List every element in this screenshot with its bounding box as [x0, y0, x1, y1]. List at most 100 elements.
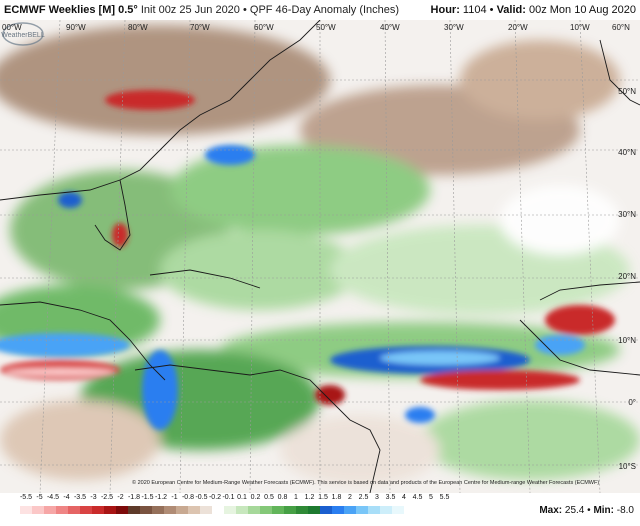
- legend-tick-label: 1: [294, 494, 298, 501]
- legend-tick-label: -0.5: [195, 494, 208, 501]
- lon-label: 60°W: [254, 23, 274, 32]
- lat-label: 50°N: [618, 87, 636, 96]
- lat-label: 10°S: [618, 462, 636, 471]
- lon-label: 10°W: [570, 23, 590, 32]
- lon-label: 30°W: [444, 23, 464, 32]
- legend-tick-label: -1.5: [141, 494, 154, 501]
- lon-label: 80°W: [128, 23, 148, 32]
- weatherbell-logo: WeatherBELL: [1, 22, 45, 46]
- legend-swatch: [140, 506, 152, 514]
- legend-swatch: [260, 506, 272, 514]
- legend-tick-label: 4: [402, 494, 406, 501]
- legend-swatch: [176, 506, 188, 514]
- valid-time: Hour: 1104 • Valid: 00z Mon 10 Aug 2020: [430, 4, 636, 16]
- legend-tick-label: 2.5: [358, 494, 369, 501]
- legend-tick-label: -4.5: [46, 494, 60, 501]
- max-min-readout: Max: 25.4 • Min: -8.0: [539, 505, 634, 516]
- legend-swatch: [56, 506, 68, 514]
- legend-swatch: [116, 506, 128, 514]
- legend-swatch: [212, 506, 224, 514]
- legend-tick-label: 0.2: [250, 494, 261, 501]
- legend-tick-label: -1: [171, 494, 178, 501]
- legend-swatch: [236, 506, 248, 514]
- copyright-notice: © 2020 European Centre for Medium-Range …: [132, 480, 600, 486]
- precip-anomaly-map[interactable]: WeatherBELL: [0, 20, 640, 493]
- legend-tick-label: -3: [90, 494, 97, 501]
- legend-tick-label: -5.5: [19, 494, 33, 501]
- legend-tick-label: 0.5: [264, 494, 274, 501]
- lon-label: 20°W: [508, 23, 528, 32]
- legend-tick-label: 4.5: [412, 494, 423, 501]
- legend-swatch: [32, 506, 44, 514]
- legend-swatch: [152, 506, 164, 514]
- legend-tick-label: 2: [348, 494, 352, 501]
- logo-text: WeatherBELL: [1, 32, 45, 39]
- lon-label: 40°W: [380, 23, 400, 32]
- legend-swatch: [368, 506, 380, 514]
- legend-swatch: [380, 506, 392, 514]
- init-subtitle: Init 00z 25 Jun 2020 • QPF 46-Day Anomal…: [140, 4, 400, 16]
- lon-label: 60°N: [612, 23, 630, 32]
- legend-swatch: [128, 506, 140, 514]
- hour-label: Hour:: [430, 4, 460, 16]
- min-label: Min:: [593, 505, 614, 516]
- legend-swatch: [104, 506, 116, 514]
- legend-tick-label: -0.2: [208, 494, 222, 501]
- legend-tick-label: -0.1: [222, 494, 235, 501]
- lat-label: 10°N: [618, 336, 636, 345]
- legend-tick-label: -3.5: [73, 494, 87, 501]
- title: ECMWF Weeklies [M] 0.5° Init 00z 25 Jun …: [4, 4, 399, 16]
- graticule: [0, 20, 640, 493]
- legend-tick-label: 1.2: [304, 494, 315, 501]
- model-name: ECMWF Weeklies [M] 0.5°: [4, 4, 138, 16]
- legend-swatch: [92, 506, 104, 514]
- legend-swatch: [284, 506, 296, 514]
- legend-swatch: [80, 506, 92, 514]
- legend-tick-label: -0.8: [181, 494, 195, 501]
- max-label: Max:: [539, 505, 563, 516]
- legend-swatch: [248, 506, 260, 514]
- color-bar: [20, 506, 404, 514]
- legend-swatch: [332, 506, 344, 514]
- hour-value: 1104: [462, 4, 487, 16]
- legend-tick-label: 5: [429, 494, 433, 501]
- lon-label: 00°W: [2, 23, 22, 32]
- legend-tick-label: 1.5: [318, 494, 328, 501]
- legend-swatch: [356, 506, 368, 514]
- max-value: 25.4: [564, 505, 585, 516]
- legend-tick-label: 5.5: [439, 494, 450, 501]
- legend-swatch: [68, 506, 80, 514]
- lat-label: 40°N: [618, 148, 636, 157]
- legend-swatch: [344, 506, 356, 514]
- lat-label: 30°N: [618, 210, 636, 219]
- legend-swatch: [392, 506, 404, 514]
- legend-tick-label: 0.8: [277, 494, 288, 501]
- legend-swatch: [20, 506, 32, 514]
- legend-swatch: [320, 506, 332, 514]
- legend-tick-label: -1.8: [127, 494, 141, 501]
- legend-tick-label: -2: [117, 494, 124, 501]
- legend-tick-label: -5: [36, 494, 43, 501]
- legend-tick-label: 0.1: [237, 494, 247, 501]
- legend-tick-label: 3: [375, 494, 379, 501]
- valid-label: Valid:: [496, 4, 526, 16]
- legend-swatch: [272, 506, 284, 514]
- lon-label: 90°W: [66, 23, 86, 32]
- lon-label: 70°W: [190, 23, 210, 32]
- legend-swatch: [188, 506, 200, 514]
- legend-swatch: [308, 506, 320, 514]
- legend-swatch: [296, 506, 308, 514]
- legend-tick-label: 1.8: [331, 494, 342, 501]
- legend-swatch: [224, 506, 236, 514]
- lat-label: 20°N: [618, 272, 636, 281]
- lon-label: 50°W: [316, 23, 336, 32]
- legend-tick-label: 3.5: [385, 494, 396, 501]
- legend-swatch: [200, 506, 212, 514]
- legend-swatch: [44, 506, 56, 514]
- color-legend: -5.5 -5 -4.5 -4 -3.5 -3 -2.5 -2 -1.8 -1.5 -1.2 -1 -0…: [0, 493, 640, 526]
- coastlines: [0, 20, 640, 493]
- legend-tick-label: -4: [63, 494, 70, 501]
- legend-tick-label: -2.5: [100, 494, 114, 501]
- title-bar: ECMWF Weeklies [M] 0.5° Init 00z 25 Jun …: [0, 0, 640, 20]
